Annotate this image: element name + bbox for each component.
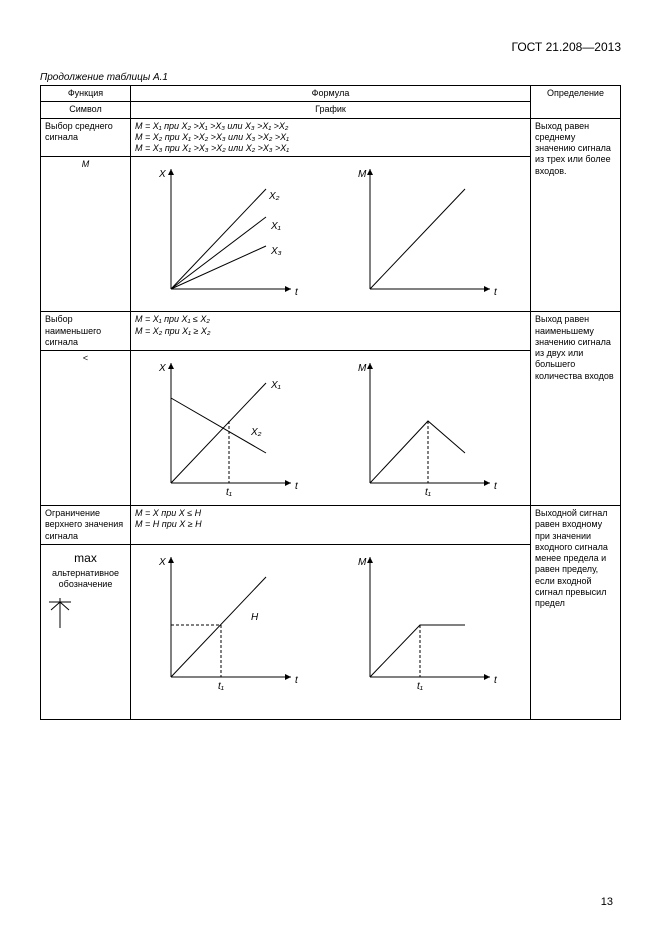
charts-cell: Xt X₂ X₁ X₃ Mt xyxy=(131,157,531,312)
doc-header: ГОСТ 21.208—2013 xyxy=(40,40,621,54)
hdr-symbol: Символ xyxy=(41,102,131,118)
formula-line: M = X₂ при X₁ ≥ X₂ xyxy=(135,326,210,336)
formula-cell: M = X при X ≤ H M = H при X ≥ H xyxy=(131,506,531,545)
svg-text:X₃: X₃ xyxy=(270,246,282,257)
symbol-cell: max альтернативное обозначение xyxy=(41,544,131,719)
svg-text:t₁: t₁ xyxy=(218,681,224,692)
symbol-cell: < xyxy=(41,351,131,506)
high-limit-icon xyxy=(45,596,75,630)
svg-text:t: t xyxy=(295,481,299,492)
table-header-row-1: Функция Формула Определение xyxy=(41,86,621,102)
chart-left: Xt t₁ H xyxy=(151,547,311,717)
svg-text:X: X xyxy=(158,363,166,374)
symbol-top-label: max xyxy=(45,551,126,566)
hdr-definition: Определение xyxy=(531,86,621,119)
svg-text:t: t xyxy=(295,675,299,686)
formula-line: M = X при X ≤ H xyxy=(135,508,201,518)
definition-cell: Выходной сигнал равен входному при значе… xyxy=(531,506,621,720)
hdr-formula: Формула xyxy=(131,86,531,102)
svg-text:X₁: X₁ xyxy=(270,221,281,232)
formula-line: M = X₃ при X₁ >X₃ >X₂ или X₂ >X₃ >X₁ xyxy=(135,143,289,153)
chart-left: Xt X₁ X₂ t₁ xyxy=(151,353,311,503)
charts-cell: Xt X₁ X₂ t₁ Mt t₁ xyxy=(131,351,531,506)
symbol-sub-label: альтернативное обозначение xyxy=(45,568,126,591)
table-row: Ограничение верхнего значения сигнала M … xyxy=(41,506,621,545)
formula-line: M = X₁ при X₁ ≤ X₂ xyxy=(135,314,210,324)
hdr-graph: График xyxy=(131,102,531,118)
charts-cell: Xt t₁ H Mt t₁ xyxy=(131,544,531,719)
chart-right: Mt t₁ xyxy=(350,547,510,717)
chart-right: Mt t₁ xyxy=(350,353,510,503)
hdr-func: Функция xyxy=(41,86,131,102)
svg-text:t₁: t₁ xyxy=(425,487,431,498)
definition-cell: Выход равен наименьшему значению сигнала… xyxy=(531,312,621,506)
svg-text:M: M xyxy=(358,557,367,568)
func-text: Выбор наименьшего сигнала xyxy=(41,312,131,351)
svg-text:X₂: X₂ xyxy=(268,191,280,202)
functions-table: Функция Формула Определение Символ Графи… xyxy=(40,85,621,720)
svg-text:X: X xyxy=(158,557,166,568)
table-row: Выбор наименьшего сигнала M = X₁ при X₁ … xyxy=(41,312,621,351)
formula-cell: M = X₁ при X₁ ≤ X₂ M = X₂ при X₁ ≥ X₂ xyxy=(131,312,531,351)
chart-right: Mt xyxy=(350,159,510,309)
chart-left: Xt X₂ X₁ X₃ xyxy=(151,159,311,309)
func-text: Выбор среднего сигнала xyxy=(41,118,131,157)
formula-line: M = X₂ при X₁ >X₂ >X₃ или X₃ >X₂ >X₁ xyxy=(135,132,289,142)
svg-text:M: M xyxy=(358,169,367,180)
svg-text:X: X xyxy=(158,169,166,180)
page-number: 13 xyxy=(601,896,613,908)
svg-text:t: t xyxy=(295,287,299,298)
svg-text:X₂: X₂ xyxy=(250,427,262,438)
formula-line: M = X₁ при X₂ >X₁ >X₃ или X₃ >X₁ >X₂ xyxy=(135,121,288,131)
svg-text:t: t xyxy=(494,287,498,298)
svg-text:H: H xyxy=(251,612,259,623)
func-text: Ограничение верхнего значения сигнала xyxy=(41,506,131,545)
formula-cell: M = X₁ при X₂ >X₁ >X₃ или X₃ >X₁ >X₂ M =… xyxy=(131,118,531,157)
table-row: Выбор среднего сигнала M = X₁ при X₂ >X₁… xyxy=(41,118,621,157)
svg-text:t: t xyxy=(494,481,498,492)
definition-cell: Выход равен среднему значению сигнала из… xyxy=(531,118,621,312)
svg-text:X₁: X₁ xyxy=(270,380,281,391)
formula-line: M = H при X ≥ H xyxy=(135,519,202,529)
table-caption: Продолжение таблицы А.1 xyxy=(40,72,621,83)
svg-text:t₁: t₁ xyxy=(417,681,423,692)
symbol-cell: M xyxy=(41,157,131,312)
svg-text:t: t xyxy=(494,675,498,686)
svg-text:M: M xyxy=(358,363,367,374)
svg-text:t₁: t₁ xyxy=(226,487,232,498)
